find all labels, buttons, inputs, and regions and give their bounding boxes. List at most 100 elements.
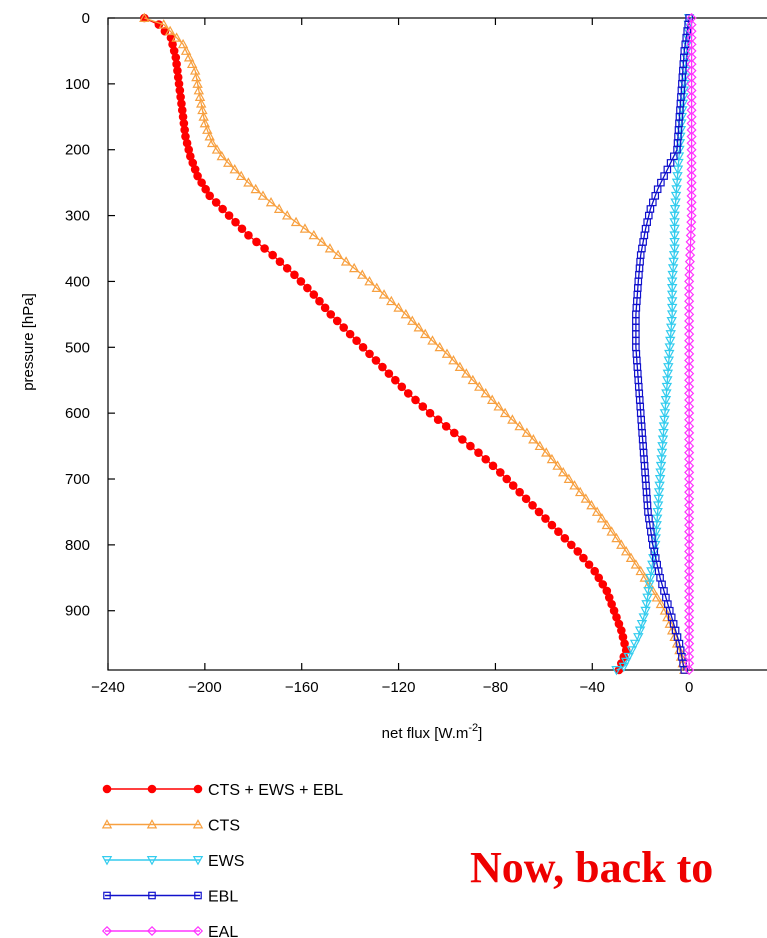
data-point	[684, 493, 695, 504]
data-point	[397, 382, 407, 392]
data-point	[684, 362, 695, 373]
series-line-cts-ews-ebl	[144, 17, 627, 671]
data-point	[684, 309, 695, 320]
data-point	[290, 270, 299, 280]
data-point	[686, 105, 697, 116]
data-point	[661, 382, 673, 393]
data-point	[413, 322, 424, 332]
data-point	[591, 506, 603, 516]
data-point	[668, 251, 680, 261]
data-point	[625, 552, 637, 563]
data-point	[378, 289, 390, 299]
data-point	[606, 526, 617, 536]
data-point	[659, 409, 671, 419]
data-point	[684, 612, 695, 623]
data-point	[686, 217, 697, 228]
data-point	[651, 521, 662, 531]
data-point	[216, 150, 228, 161]
plot-axes: −240−200−160−120−80−40040010020030040050…	[65, 10, 767, 696]
data-point	[686, 65, 697, 76]
series-cts	[139, 12, 690, 674]
legend-label: CTS + EWS + EBL	[208, 782, 343, 799]
data-point	[684, 368, 695, 379]
data-point	[320, 303, 330, 313]
data-point	[204, 131, 215, 141]
data-point	[686, 32, 697, 43]
legend: CTS + EWS + EBL CTS EWS EBL EAL	[101, 782, 343, 938]
data-point	[684, 651, 695, 662]
x-tick-label: −240	[91, 679, 125, 696]
y-tick-label: 0	[82, 10, 90, 27]
data-point	[653, 488, 665, 498]
x-axis-label: net flux [W.m-2]	[382, 722, 483, 742]
data-point	[684, 566, 695, 577]
data-point	[684, 559, 695, 570]
data-point	[499, 407, 511, 418]
data-point	[486, 394, 498, 404]
data-point	[666, 277, 678, 287]
data-point	[684, 269, 695, 280]
data-point	[586, 499, 597, 510]
data-point	[309, 290, 319, 299]
data-point	[665, 330, 676, 340]
data-point	[393, 302, 404, 312]
data-point	[684, 388, 695, 399]
data-point	[474, 381, 485, 391]
y-tick-label: 100	[65, 76, 90, 93]
data-point	[684, 335, 695, 346]
data-point	[666, 303, 678, 314]
data-point	[371, 282, 382, 292]
data-point	[634, 626, 646, 636]
series-line-cts	[144, 17, 685, 671]
data-point	[666, 284, 678, 294]
data-point	[669, 224, 680, 235]
y-axis-label: pressure [hPa]	[20, 293, 37, 391]
data-point	[685, 243, 696, 254]
data-point	[201, 184, 210, 194]
data-point	[339, 323, 348, 332]
data-point	[684, 394, 695, 406]
data-point	[661, 389, 672, 399]
data-point	[686, 223, 697, 234]
data-point	[686, 177, 697, 188]
data-point	[180, 45, 192, 55]
data-point	[684, 473, 695, 485]
legend-marker	[101, 856, 113, 866]
data-point	[638, 613, 649, 623]
plot-frame	[107, 17, 767, 671]
data-point	[611, 666, 622, 676]
data-point	[358, 342, 368, 352]
data-point	[231, 217, 240, 227]
data-point	[663, 363, 674, 373]
data-point	[686, 26, 697, 37]
data-point	[684, 263, 695, 274]
data-point	[467, 374, 479, 385]
data-point	[563, 473, 575, 483]
data-point	[633, 633, 644, 643]
data-point	[686, 45, 697, 56]
data-point	[481, 454, 491, 464]
data-point	[657, 442, 668, 452]
data-point	[211, 144, 223, 154]
data-point	[223, 157, 234, 167]
data-point	[534, 440, 546, 451]
data-point	[480, 387, 491, 398]
data-point	[684, 454, 695, 465]
legend-marker	[101, 925, 113, 937]
data-point	[686, 52, 697, 63]
data-point	[664, 349, 675, 360]
data-point	[574, 486, 586, 497]
data-point	[663, 356, 675, 366]
data-point	[598, 580, 608, 589]
data-point	[449, 428, 459, 438]
data-point	[268, 250, 277, 260]
data-point	[684, 539, 695, 550]
data-point	[541, 447, 552, 457]
data-point	[672, 172, 683, 182]
x-tick-label: −40	[580, 679, 605, 696]
data-point	[684, 487, 695, 498]
x-tick-label: −80	[483, 679, 508, 696]
data-point	[686, 197, 697, 208]
data-point	[594, 573, 604, 583]
